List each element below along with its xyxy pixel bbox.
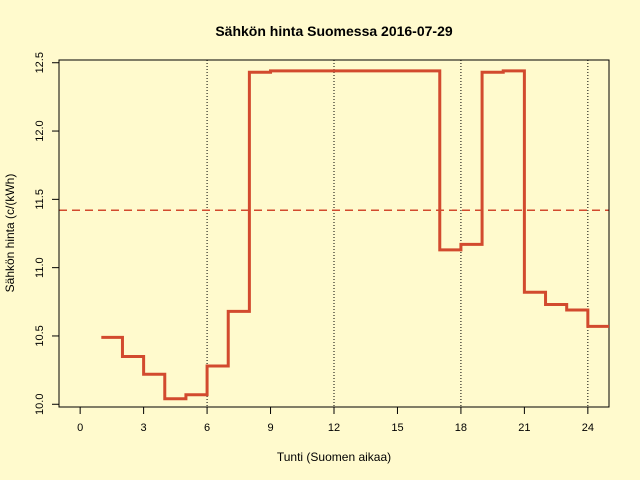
y-tick-label-10.5: 10.5 bbox=[34, 325, 46, 346]
x-tick-label-0: 0 bbox=[77, 422, 83, 434]
chart-title: Sähkön hinta Suomessa 2016-07-29 bbox=[215, 23, 453, 39]
x-tick-label-21: 21 bbox=[518, 422, 530, 434]
y-tick-label-11.5: 11.5 bbox=[34, 189, 46, 210]
x-tick-label-6: 6 bbox=[204, 422, 210, 434]
y-tick-label-10.0: 10.0 bbox=[34, 394, 46, 415]
y-tick-label-12.5: 12.5 bbox=[34, 52, 46, 73]
x-tick-label-18: 18 bbox=[455, 422, 467, 434]
x-tick-label-12: 12 bbox=[328, 422, 340, 434]
x-tick-label-9: 9 bbox=[267, 422, 273, 434]
y-axis-label: Sähkön hinta (c/(kWh) bbox=[3, 174, 17, 293]
x-axis-label: Tunti (Suomen aikaa) bbox=[277, 450, 391, 464]
x-tick-label-24: 24 bbox=[582, 422, 594, 434]
x-tick-label-3: 3 bbox=[141, 422, 147, 434]
price-step-line bbox=[101, 69, 609, 401]
y-tick-label-12.0: 12.0 bbox=[34, 120, 46, 141]
y-tick-label-11.0: 11.0 bbox=[34, 257, 46, 278]
x-tick-label-15: 15 bbox=[391, 422, 403, 434]
